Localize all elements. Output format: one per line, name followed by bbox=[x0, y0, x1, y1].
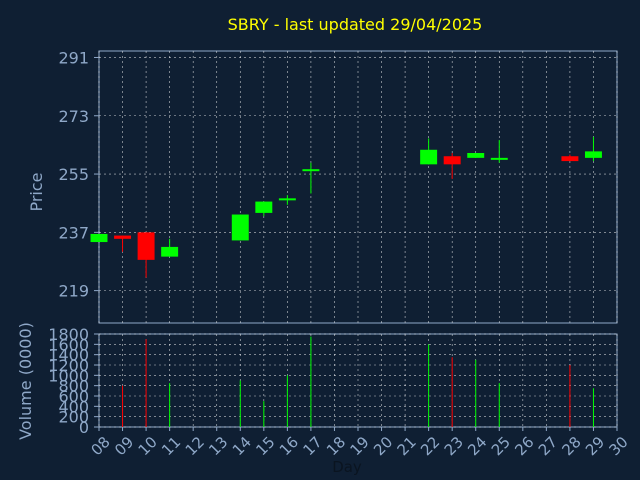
candle-body bbox=[231, 214, 249, 241]
price-tick-label: 219 bbox=[58, 282, 89, 301]
volume-tick-label: 400 bbox=[58, 397, 89, 416]
volume-tick-label: 200 bbox=[58, 408, 89, 427]
candle-body bbox=[420, 149, 438, 165]
day-axis-label: Day bbox=[332, 458, 362, 476]
price-tick-label: 291 bbox=[58, 48, 89, 67]
price-panel: 219 237 255 273 291 bbox=[58, 48, 618, 324]
chart-title: SBRY - last updated 29/04/2025 bbox=[228, 15, 483, 34]
candle-body bbox=[302, 169, 320, 172]
price-tick-label: 255 bbox=[58, 165, 89, 184]
candle-body bbox=[561, 156, 579, 162]
candle-body bbox=[114, 235, 132, 239]
volume-tick-label: 0 bbox=[79, 418, 89, 437]
price-tick-label: 273 bbox=[58, 107, 89, 126]
candle-body bbox=[467, 153, 485, 158]
candle-body bbox=[443, 156, 461, 165]
candle-body bbox=[161, 246, 179, 257]
candle-body bbox=[255, 201, 273, 213]
volume-tick-label: 1000 bbox=[48, 366, 89, 385]
candle-body bbox=[137, 232, 155, 260]
candle-body bbox=[584, 151, 602, 158]
price-tick-label: 237 bbox=[58, 223, 89, 242]
candle-body bbox=[278, 198, 296, 201]
candle-body bbox=[90, 233, 108, 243]
volume-tick-label: 1200 bbox=[48, 356, 89, 375]
volume-tick-label: 600 bbox=[58, 387, 89, 406]
price-axis-label: Price bbox=[27, 172, 46, 211]
volume-axis-label: Volume (0000) bbox=[16, 322, 35, 440]
volume-tick-label: 1600 bbox=[48, 335, 89, 354]
volume-tick-label: 1800 bbox=[48, 325, 89, 344]
volume-tick-label: 1400 bbox=[48, 346, 89, 365]
volume-tick-label: 800 bbox=[58, 377, 89, 396]
candle-body bbox=[490, 157, 508, 160]
